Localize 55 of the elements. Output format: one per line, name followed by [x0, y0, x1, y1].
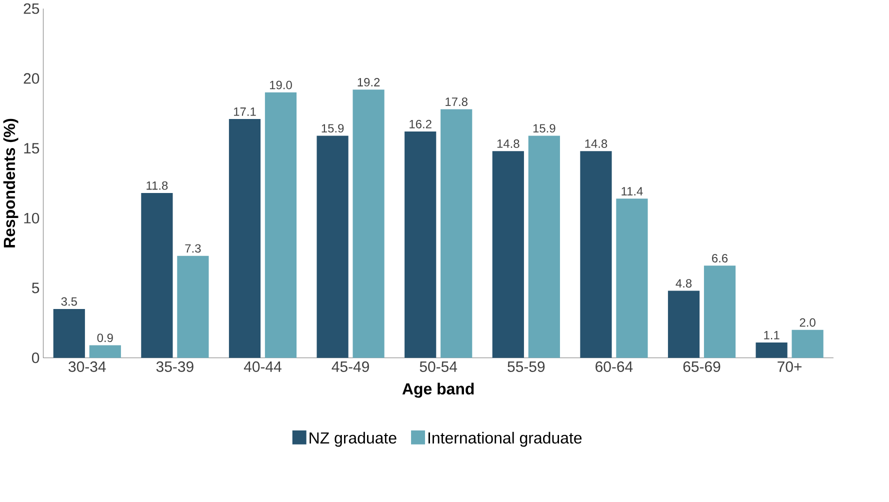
bar — [668, 290, 700, 358]
bar — [177, 256, 209, 358]
data-label: 14.8 — [497, 140, 520, 148]
x-tick-label: 35-39 — [156, 362, 194, 372]
data-label: 15.9 — [322, 124, 344, 133]
bar — [580, 151, 612, 358]
bar — [352, 90, 384, 358]
bar — [316, 136, 348, 358]
y-tick-label: 5 — [32, 282, 40, 294]
x-tick-label: 50-54 — [420, 362, 458, 372]
y-tick-label: 25 — [24, 3, 40, 14]
bar — [492, 151, 524, 358]
data-label: 7.3 — [185, 244, 201, 253]
x-tick-label: 70+ — [778, 362, 802, 372]
x-tick-label: 55-59 — [508, 362, 545, 372]
data-label: 19.0 — [270, 80, 292, 90]
bar — [404, 132, 436, 358]
data-label: 11.4 — [622, 187, 643, 196]
data-label: 17.1 — [234, 108, 256, 116]
data-label: 2.0 — [800, 318, 816, 327]
x-axis-title: Age band — [402, 382, 474, 398]
bar — [792, 330, 824, 358]
x-tick-label: 45-49 — [332, 362, 369, 372]
data-label: 6.6 — [712, 254, 728, 263]
bar — [89, 345, 121, 358]
bar — [616, 198, 648, 358]
legend-label: International graduate — [428, 432, 582, 447]
data-label: 0.9 — [97, 334, 113, 342]
data-label: 1.1 — [764, 331, 780, 340]
data-label: 19.2 — [358, 78, 380, 87]
data-label: 11.8 — [146, 181, 168, 190]
x-tick-label: 65-69 — [683, 362, 720, 372]
y-tick-label: 0 — [32, 352, 40, 364]
data-label: 3.5 — [61, 297, 77, 306]
y-tick-label: 10 — [24, 212, 40, 224]
data-label: 16.2 — [410, 120, 432, 128]
y-axis-title: Respondents (%) — [3, 118, 18, 248]
y-tick-label: 20 — [24, 73, 40, 84]
legend-label: NZ graduate — [310, 432, 396, 447]
bar — [440, 109, 472, 358]
bar — [528, 136, 560, 358]
bar — [264, 92, 297, 358]
data-label: 17.8 — [446, 98, 468, 106]
data-label: 15.9 — [533, 124, 556, 133]
data-label: 14.8 — [585, 140, 608, 148]
bar — [228, 119, 261, 358]
x-tick-label: 40-44 — [244, 362, 282, 372]
x-tick-label: 60-64 — [596, 362, 633, 372]
y-tick-label: 15 — [24, 143, 40, 154]
data-label: 4.8 — [676, 279, 692, 288]
bar — [53, 309, 85, 358]
bar — [704, 266, 736, 358]
bar — [141, 193, 173, 358]
bar — [756, 342, 788, 358]
x-tick-label: 30-34 — [68, 362, 106, 372]
